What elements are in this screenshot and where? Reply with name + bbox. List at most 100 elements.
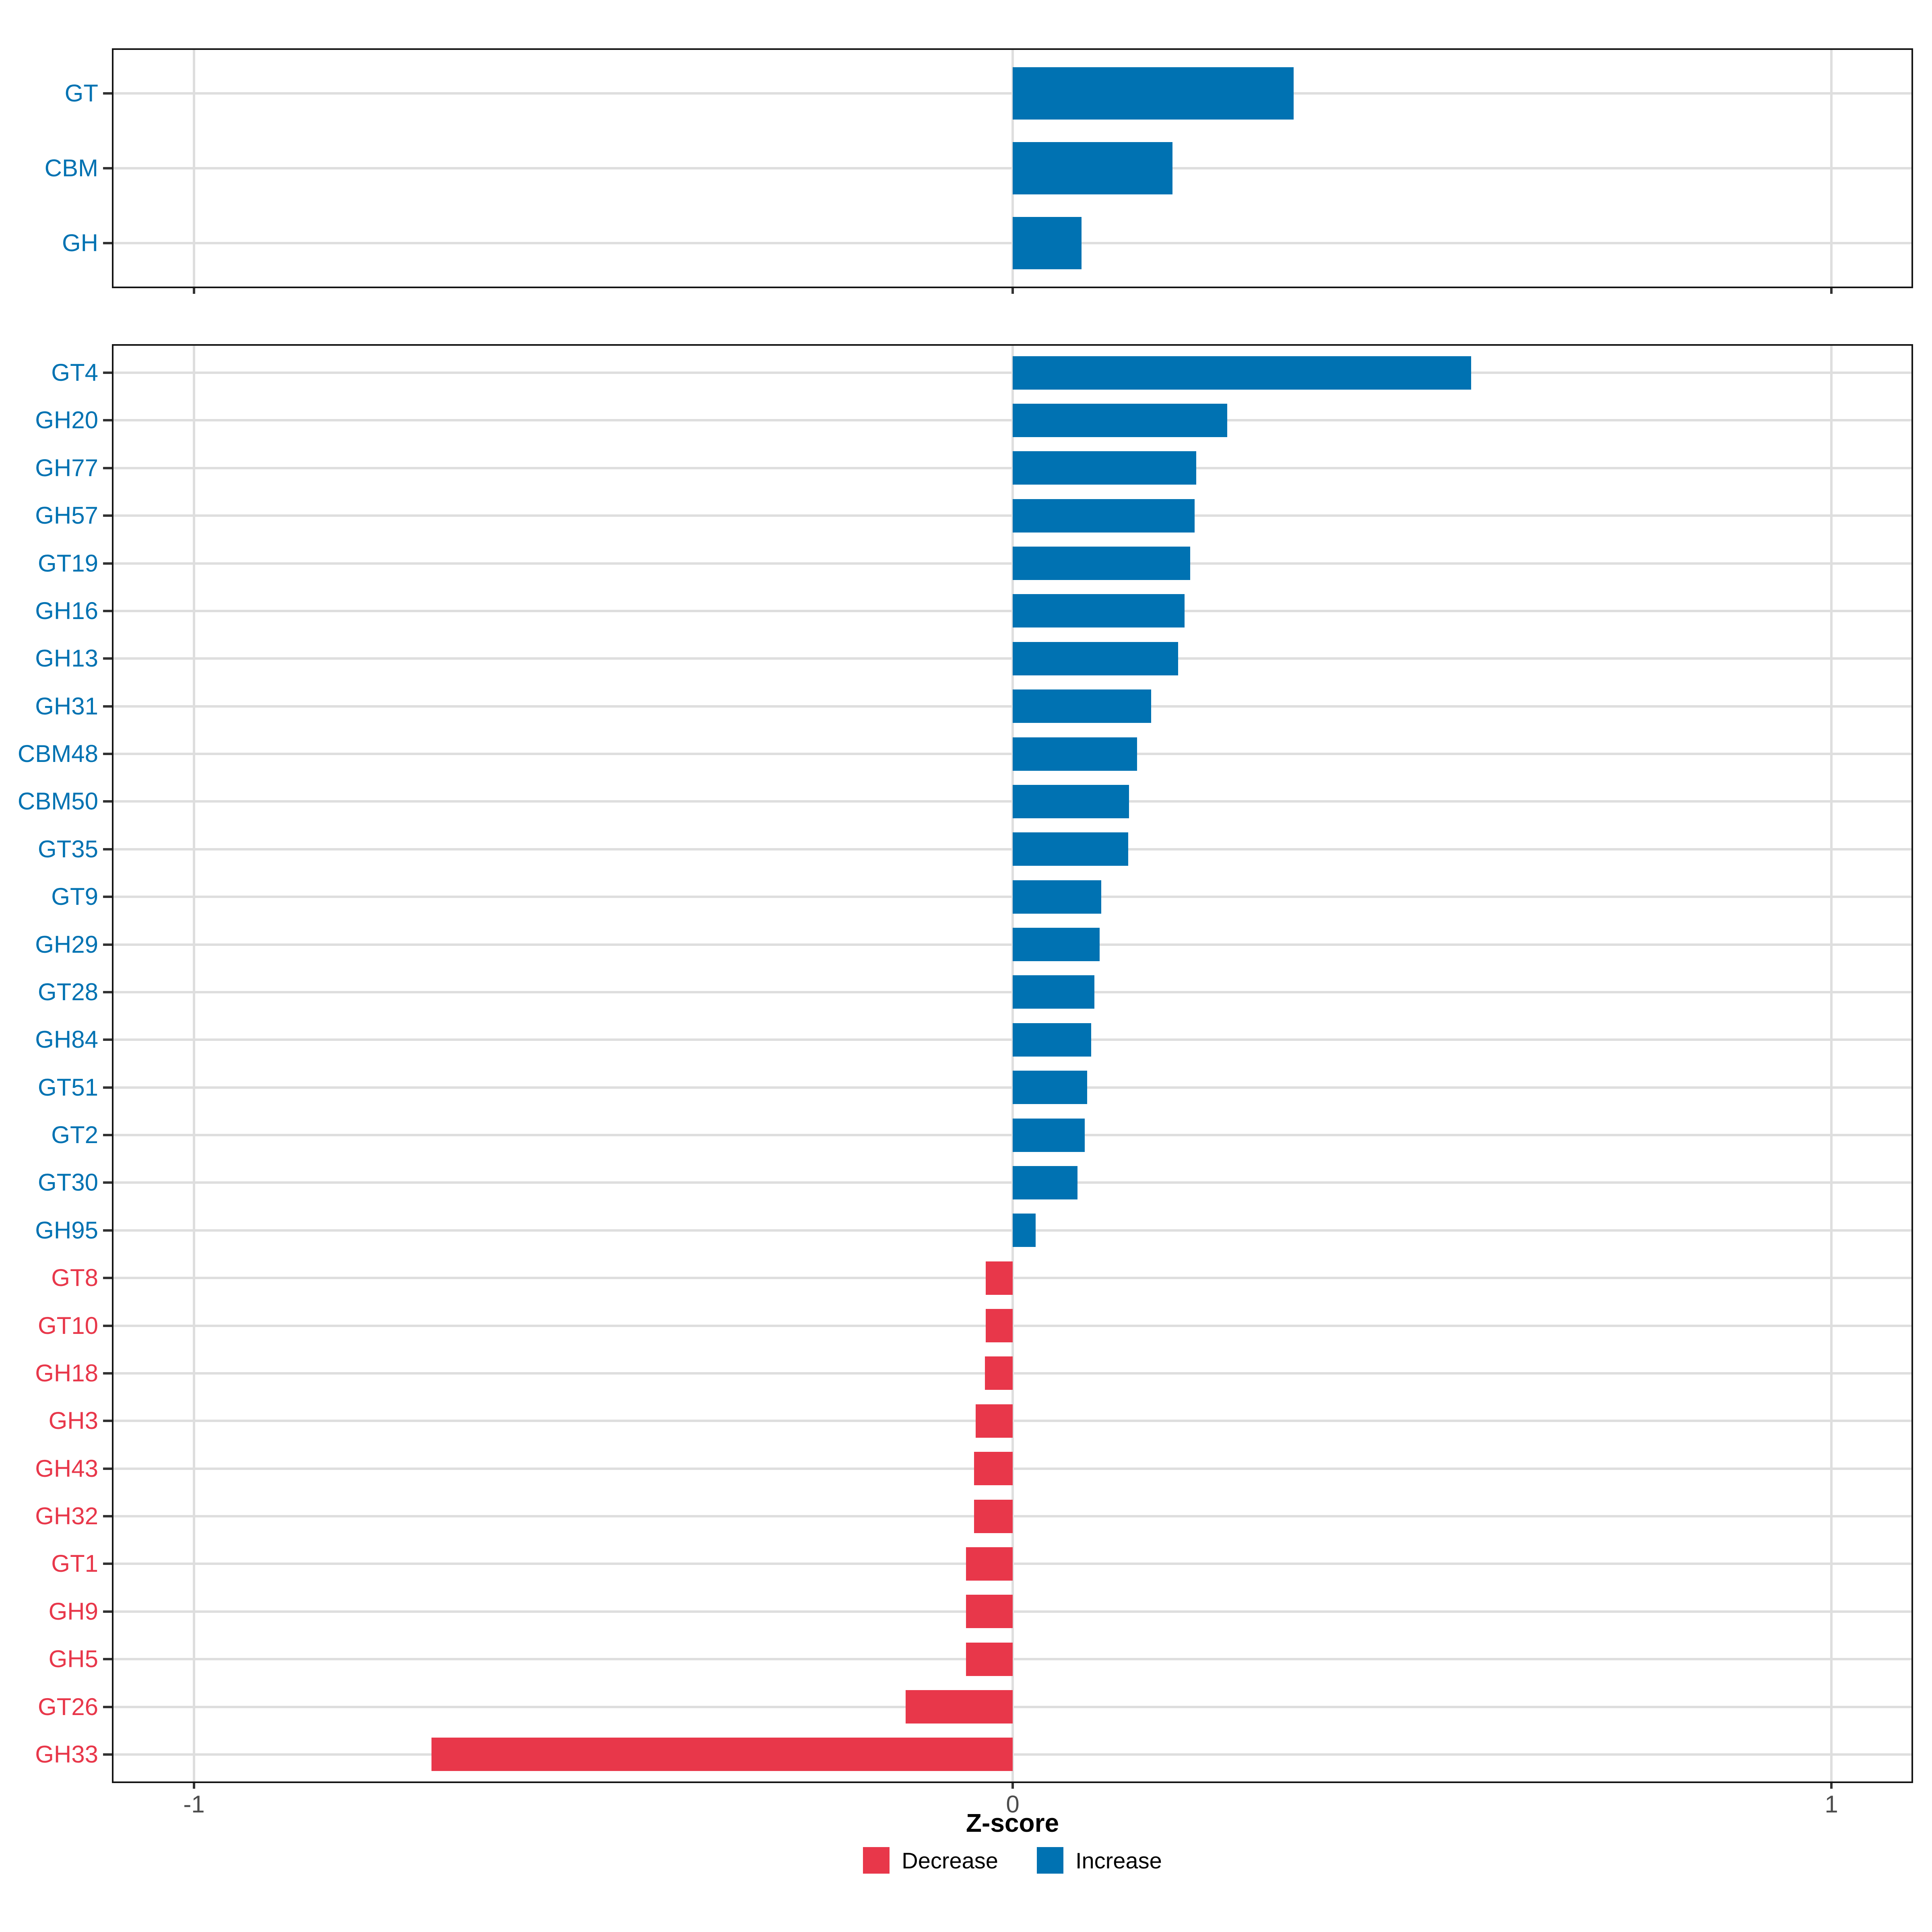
category-label-GH9: GH9 [48,1598,98,1625]
x-tick-bottom--1 [193,1783,195,1789]
x-tick-top-0 [1011,288,1014,294]
bar-GH18 [985,1356,1013,1390]
legend-label-increase: Increase [1075,1847,1162,1873]
y-tick-GH84 [103,1038,112,1041]
category-label-GT: GT [64,79,98,107]
y-gridline-GH77 [114,466,1911,469]
y-tick-GT30 [103,1181,112,1184]
category-label-GT19: GT19 [37,549,98,577]
bar-CBM48 [1013,737,1137,771]
category-label-GH77: GH77 [35,454,98,481]
category-label-GT26: GT26 [37,1693,98,1720]
y-tick-GH18 [103,1372,112,1375]
bar-GH [1013,217,1082,270]
y-gridline-CBM50 [114,800,1911,803]
x-tick-bottom-1 [1830,1783,1833,1789]
y-tick-GH33 [103,1753,112,1756]
category-label-GT35: GT35 [37,835,98,863]
y-tick-GT1 [103,1563,112,1565]
y-gridline-GT28 [114,991,1911,993]
x-tick-top-1 [1830,288,1833,294]
y-gridline-GH29 [114,943,1911,946]
y-tick-GT10 [103,1324,112,1327]
y-gridline-GH57 [114,514,1911,517]
bar-GT4 [1013,356,1472,390]
x-tick-bottom-0 [1011,1783,1014,1789]
category-label-GH84: GH84 [35,1026,98,1053]
y-tick-GT35 [103,848,112,850]
category-label-GT10: GT10 [37,1312,98,1339]
bar-GT26 [905,1690,1013,1724]
y-tick-GH31 [103,705,112,708]
bar-GT30 [1013,1166,1077,1199]
y-tick-GH29 [103,943,112,946]
category-label-GH33: GH33 [35,1740,98,1768]
bar-GT [1013,67,1294,120]
bar-GH43 [974,1452,1013,1486]
y-tick-GH13 [103,657,112,660]
bar-CBM50 [1013,784,1129,818]
x-tick-label-0: 0 [1006,1791,1020,1818]
y-gridline-GH20 [114,419,1911,422]
y-tick-GH16 [103,609,112,612]
bar-GH84 [1013,1023,1092,1057]
category-label-GH31: GH31 [35,692,98,720]
bar-GH20 [1013,403,1227,437]
bar-GH5 [966,1642,1013,1676]
y-tick-GH32 [103,1515,112,1518]
bar-GT35 [1013,832,1128,866]
bar-GT1 [966,1547,1013,1581]
legend-swatch-decrease [863,1847,890,1874]
y-gridline-GH [114,242,1911,245]
y-tick-GH3 [103,1420,112,1422]
y-gridline-GT30 [114,1181,1911,1184]
y-tick-GH [103,242,112,245]
y-tick-GH77 [103,466,112,469]
category-label-GH20: GH20 [35,407,98,434]
y-gridline-GT19 [114,562,1911,565]
bar-GH16 [1013,594,1185,628]
category-label-GH57: GH57 [35,502,98,529]
category-label-CBM50: CBM50 [17,788,98,815]
y-tick-GT4 [103,372,112,374]
y-tick-GT51 [103,1086,112,1089]
legend-entry-decrease: Decrease [863,1847,998,1874]
x-gridline-1 [1830,346,1833,1781]
category-label-CBM48: CBM48 [17,740,98,768]
category-label-GT4: GT4 [51,359,98,386]
y-gridline-GT51 [114,1086,1911,1089]
y-tick-GH43 [103,1467,112,1470]
y-gridline-GT9 [114,896,1911,898]
bar-GH9 [966,1595,1013,1629]
y-gridline-CBM [114,167,1911,169]
bar-GH31 [1013,689,1151,723]
x-tick-label--1: -1 [183,1791,205,1818]
y-gridline-GH95 [114,1229,1911,1232]
y-gridline-GH31 [114,705,1911,708]
bar-GT8 [985,1261,1013,1295]
legend-label-decrease: Decrease [902,1847,998,1873]
category-label-GT9: GT9 [51,883,98,910]
y-tick-GH20 [103,419,112,422]
category-label-GH43: GH43 [35,1455,98,1482]
y-tick-GH95 [103,1229,112,1232]
category-label-GT28: GT28 [37,978,98,1005]
category-label-GT51: GT51 [37,1073,98,1101]
y-tick-GH57 [103,514,112,517]
bar-GH57 [1013,499,1195,533]
y-tick-GT19 [103,562,112,565]
legend: Decrease Increase [112,1844,1913,1876]
legend-entry-increase: Increase [1036,1847,1162,1874]
x-gridline-0 [1011,346,1014,1781]
x-axis-title: Z-score [966,1808,1059,1837]
category-label-GT1: GT1 [51,1550,98,1577]
y-tick-GH9 [103,1610,112,1613]
x-gridline--1 [193,346,195,1781]
bar-CBM [1013,142,1172,194]
y-gridline-GT4 [114,372,1911,374]
category-label-GH5: GH5 [48,1645,98,1673]
y-gridline-GH13 [114,657,1911,660]
category-label-GH13: GH13 [35,645,98,672]
category-label-GT8: GT8 [51,1264,98,1292]
bar-GT51 [1013,1071,1088,1104]
